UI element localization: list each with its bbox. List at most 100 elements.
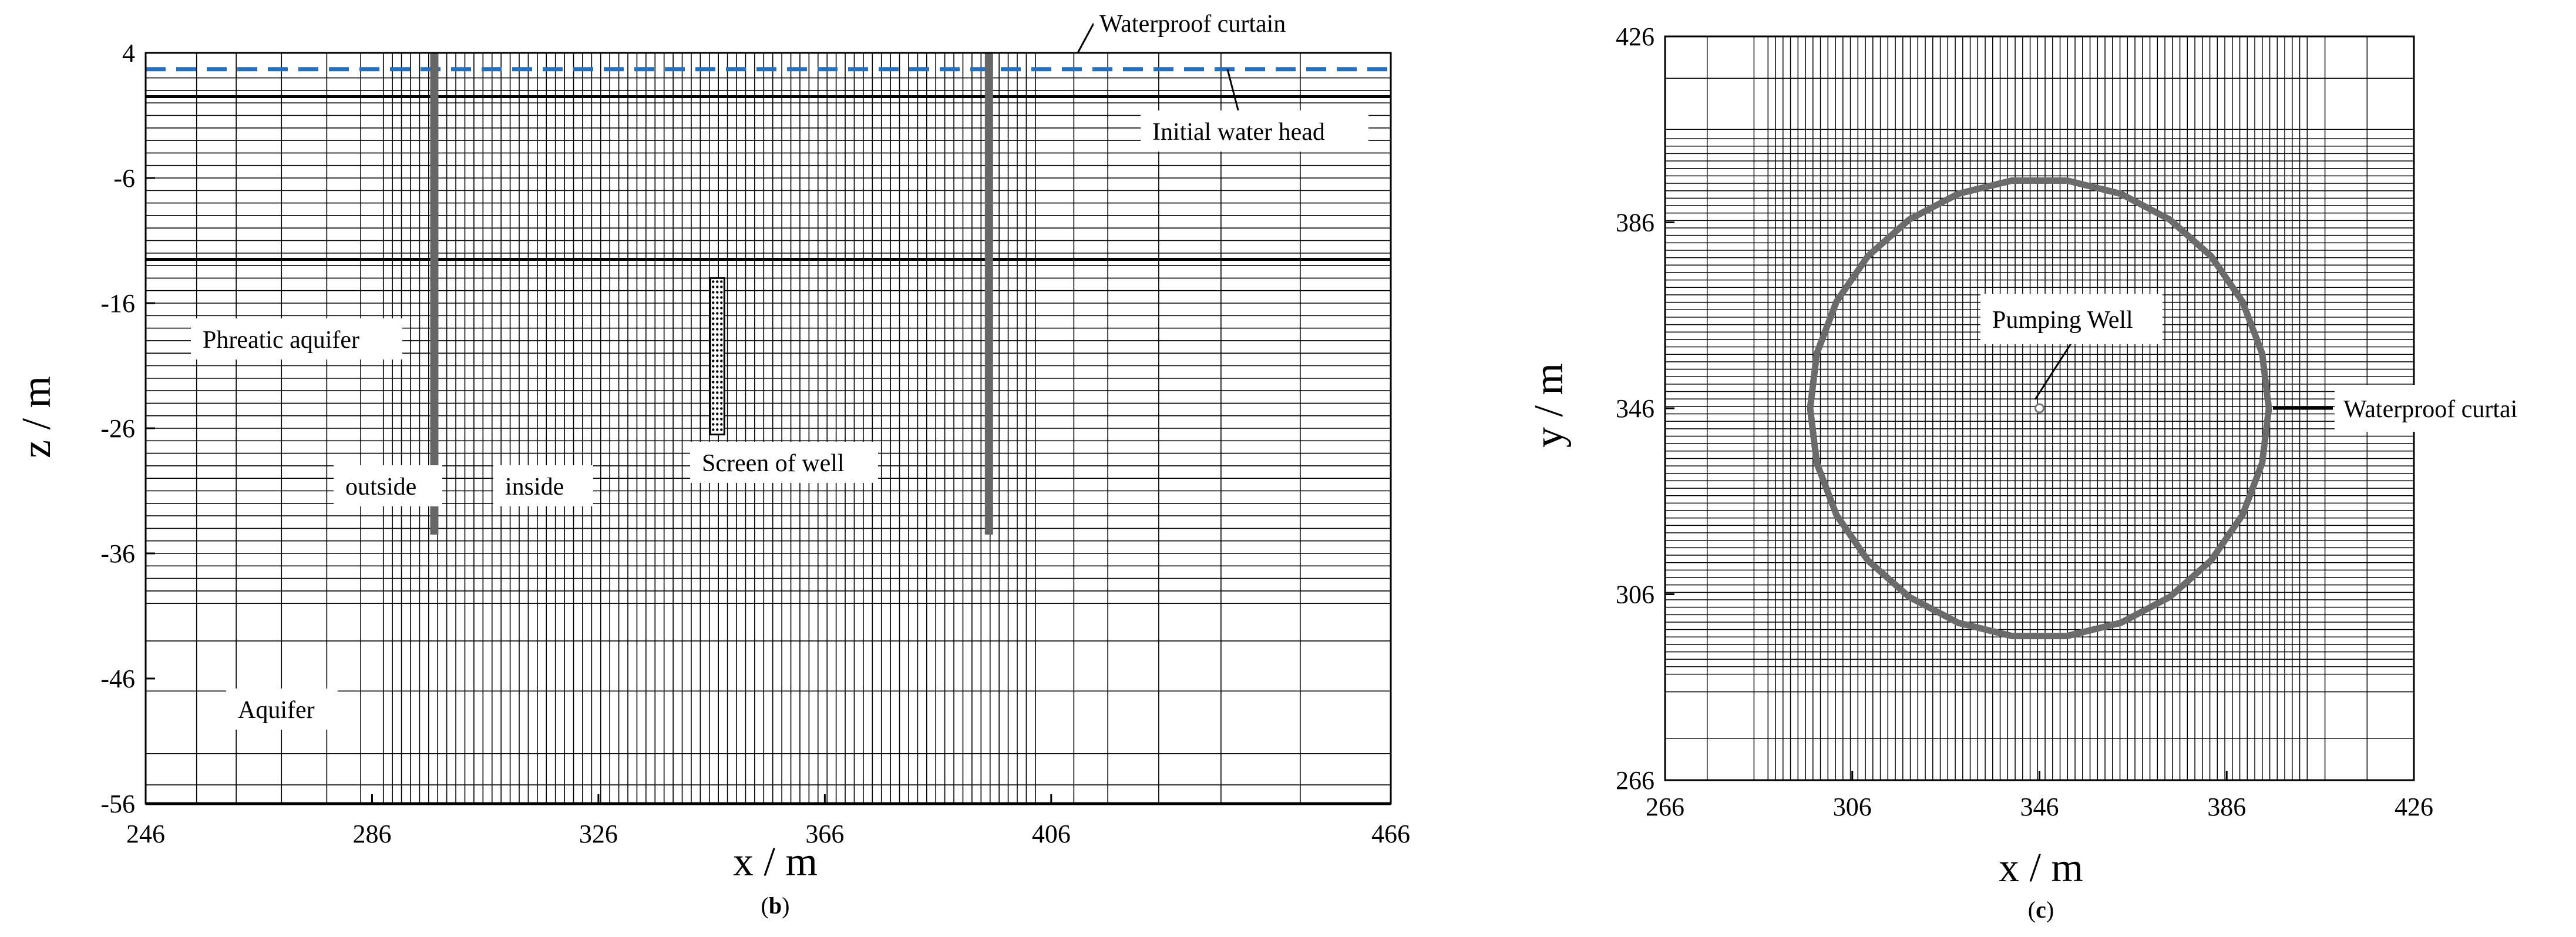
well-screen-dot — [712, 307, 715, 310]
annotation-waterproof-curtain-c: Waterproof curtai — [2273, 385, 2576, 432]
well-screen-dot — [720, 354, 723, 357]
well-screen-dot — [720, 291, 723, 294]
x-tick-label-b: 466 — [1371, 820, 1410, 848]
mesh-grid-c — [1665, 36, 2414, 780]
y-tick-label-b: -6 — [113, 164, 135, 193]
y-tick-label-b: -26 — [100, 414, 135, 443]
well-screen-dot — [712, 354, 715, 357]
well-screen-dot — [720, 423, 723, 426]
x-tick-label-c: 266 — [1646, 792, 1684, 821]
well-screen-dot — [716, 286, 719, 288]
panel-b: 246 286 326 366 406 466 4 -6 -16 -26 -36 -46 -56 x /… — [14, 6, 1410, 919]
svg-text:Phreatic aquifer: Phreatic aquifer — [203, 327, 359, 354]
well-screen-dot — [712, 423, 715, 426]
well-screen-dot — [712, 280, 715, 283]
svg-text:Pumping Well: Pumping Well — [1992, 307, 2133, 334]
well-screen-dot — [716, 349, 719, 352]
svg-text:Aquifer: Aquifer — [238, 697, 315, 724]
annotation-waterproof-curtain-b: Waterproof curtain — [1077, 6, 1387, 53]
well-screen-dot — [720, 286, 723, 288]
well-screen-dot — [716, 323, 719, 325]
x-tick-label-c: 426 — [2395, 792, 2433, 821]
well-screen-dot — [720, 344, 723, 347]
annotation-aquifer: Aquifer — [226, 689, 338, 730]
well-screen-dot — [716, 370, 719, 373]
y-tick-label-b: -46 — [100, 664, 135, 693]
waterproof-curtain-ring — [1807, 177, 2272, 640]
well-screen-dot — [712, 291, 715, 294]
well-screen-dot — [716, 307, 719, 310]
x-tick-label-b: 246 — [126, 820, 165, 848]
well-screen-dot — [720, 365, 723, 368]
well-screen-dot — [712, 381, 715, 384]
well-screen-dot — [716, 328, 719, 331]
waterproof-curtain-1 — [430, 53, 439, 535]
well-screen-dot — [720, 391, 723, 394]
well-screen-dot — [716, 381, 719, 384]
well-screen-dot — [716, 428, 719, 431]
well-screen-dot — [712, 402, 715, 405]
well-screen-dot — [720, 418, 723, 421]
annotation-inside: inside — [493, 465, 593, 506]
well-screen-dot — [712, 407, 715, 410]
svg-text:outside: outside — [345, 473, 416, 501]
well-screen-dot — [716, 365, 719, 368]
well-screen-dot — [716, 280, 719, 283]
well-screen-dot — [712, 386, 715, 389]
svg-text:inside: inside — [505, 473, 564, 501]
well-screen-dot — [716, 333, 719, 336]
x-tick-label-b: 366 — [805, 820, 844, 848]
well-screen-dot — [716, 397, 719, 399]
y-tick-label-b: 4 — [122, 39, 135, 68]
x-tick-label-b: 406 — [1032, 820, 1071, 848]
well-screen-dot — [712, 333, 715, 336]
waterproof-curtain-2 — [984, 53, 993, 535]
y-tick-label-c: 426 — [1616, 22, 1654, 51]
well-screen-dot — [720, 328, 723, 331]
x-tick-label-c: 386 — [2207, 792, 2246, 821]
y-tick-label-c: 306 — [1616, 580, 1654, 609]
well-screen-dot — [716, 412, 719, 415]
well-screen-dot — [716, 402, 719, 405]
well-screen-dot — [712, 323, 715, 325]
x-tick-label-b: 326 — [579, 820, 618, 848]
panel-c: 266 306 346 386 426 426 386 346 306 266 x / m y /… — [1526, 22, 2576, 923]
well-screen-dot — [720, 338, 723, 341]
well-screen-dot — [720, 402, 723, 405]
tick-labels-c: 266 306 346 386 426 426 386 346 306 266 — [1616, 22, 2433, 821]
annotation-outside: outside — [334, 465, 442, 506]
svg-text:Screen of well: Screen of well — [702, 450, 845, 477]
features-c — [1807, 177, 2272, 640]
y-tick-label-c: 386 — [1616, 209, 1654, 237]
well-screen-dot — [720, 412, 723, 415]
well-screen-dot — [712, 349, 715, 352]
svg-text:Initial water head: Initial water head — [1152, 119, 1325, 146]
well-screen-dot — [712, 365, 715, 368]
well-screen-dot — [716, 407, 719, 410]
well-screen-dot — [720, 349, 723, 352]
x-tick-label-c: 346 — [2020, 792, 2059, 821]
ylabel-c: y / m — [1526, 363, 1572, 448]
well-screen-dot — [720, 312, 723, 315]
well-screen-dot — [720, 386, 723, 389]
well-screen-dot — [712, 312, 715, 315]
well-screen-dot — [712, 338, 715, 341]
panel-label-c: (c) — [2028, 896, 2054, 923]
well-screen-dot — [712, 418, 715, 421]
pumping-well-marker — [2034, 403, 2044, 414]
annotation-phreatic-aquifer: Phreatic aquifer — [191, 318, 402, 360]
svg-text:Waterproof curtain: Waterproof curtain — [1099, 11, 1286, 38]
well-screen-dot — [712, 370, 715, 373]
well-screen-dot — [716, 360, 719, 362]
well-screen-dot — [716, 386, 719, 389]
well-screen-dot — [712, 397, 715, 399]
well-screen-dot — [716, 344, 719, 347]
y-tick-label-b: -56 — [100, 790, 135, 818]
panel-label-b: (b) — [761, 892, 790, 919]
annotation-pumping-well: Pumping Well — [1980, 294, 2163, 400]
well-screen-dot — [712, 391, 715, 394]
well-screen-dot — [712, 286, 715, 288]
ylabel-b: z / m — [14, 376, 59, 458]
well-screen-dot — [712, 317, 715, 320]
well-screen-dot — [712, 412, 715, 415]
